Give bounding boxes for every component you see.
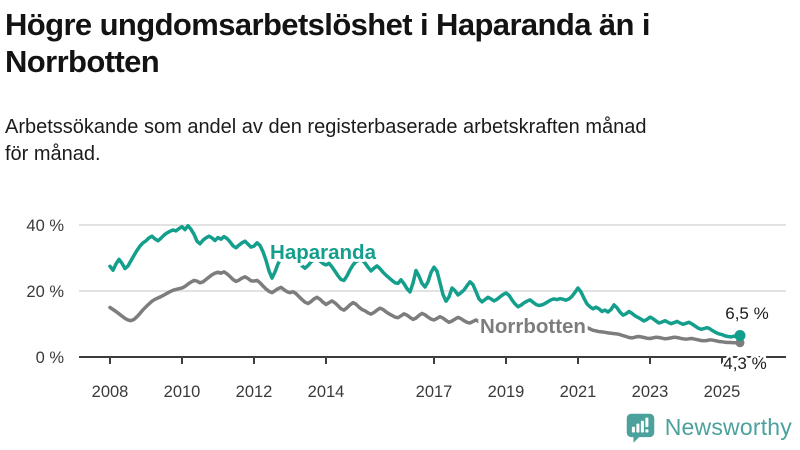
x-tick-label-2014: 2014 bbox=[308, 383, 345, 401]
norrbotten-end-value-label: 4,3 % bbox=[723, 354, 766, 373]
haparanda-line bbox=[108, 223, 742, 339]
brand-name: Newsworthy bbox=[664, 414, 792, 440]
haparanda-end-dot bbox=[734, 330, 746, 342]
norrbotten-series-label: Norrbotten bbox=[480, 315, 586, 338]
subtitle-line-1: Arbetssökande som andel av den registerb… bbox=[5, 116, 647, 138]
y-tick-label-0: 0 % bbox=[36, 349, 65, 367]
title-line-2: Norrbotten bbox=[5, 44, 160, 79]
newsworthy-logo-icon bbox=[626, 413, 654, 443]
subtitle-line-2: för månad. bbox=[5, 143, 101, 165]
x-tick-label-2008: 2008 bbox=[92, 383, 129, 401]
bar-chart-glyph bbox=[631, 417, 649, 433]
speech-bubble-shape bbox=[626, 413, 654, 443]
haparanda-series-label: Haparanda bbox=[270, 241, 377, 264]
title-line-1: Högre ungdomsarbetslöshet i Haparanda än… bbox=[5, 7, 650, 42]
x-tick-label-2012: 2012 bbox=[236, 383, 273, 401]
chart-subtitle: Arbetssökande som andel av den registerb… bbox=[5, 114, 793, 168]
x-tick-label-2021: 2021 bbox=[560, 383, 597, 401]
x-tick-label-2017: 2017 bbox=[416, 383, 453, 401]
page-title: Högre ungdomsarbetslöshet i Haparanda än… bbox=[5, 6, 793, 80]
newsworthy-logo: Newsworthy bbox=[624, 411, 792, 444]
x-tick-label-2010: 2010 bbox=[164, 383, 201, 401]
norrbotten-line bbox=[108, 270, 742, 345]
y-tick-label-40: 40 % bbox=[26, 217, 64, 235]
y-tick-label-20: 20 % bbox=[26, 283, 64, 301]
x-tick-label-2023: 2023 bbox=[632, 383, 669, 401]
unemployment-line-chart: 40 % 20 % 0 % 2008 2010 2012 2014 2017 2019 2021 2… bbox=[26, 217, 786, 401]
x-tick-label-2019: 2019 bbox=[488, 383, 525, 401]
page-header: Högre ungdomsarbetslöshet i Haparanda än… bbox=[5, 6, 793, 80]
x-tick-label-2025: 2025 bbox=[704, 383, 741, 401]
haparanda-end-value-label: 6,5 % bbox=[725, 304, 768, 323]
